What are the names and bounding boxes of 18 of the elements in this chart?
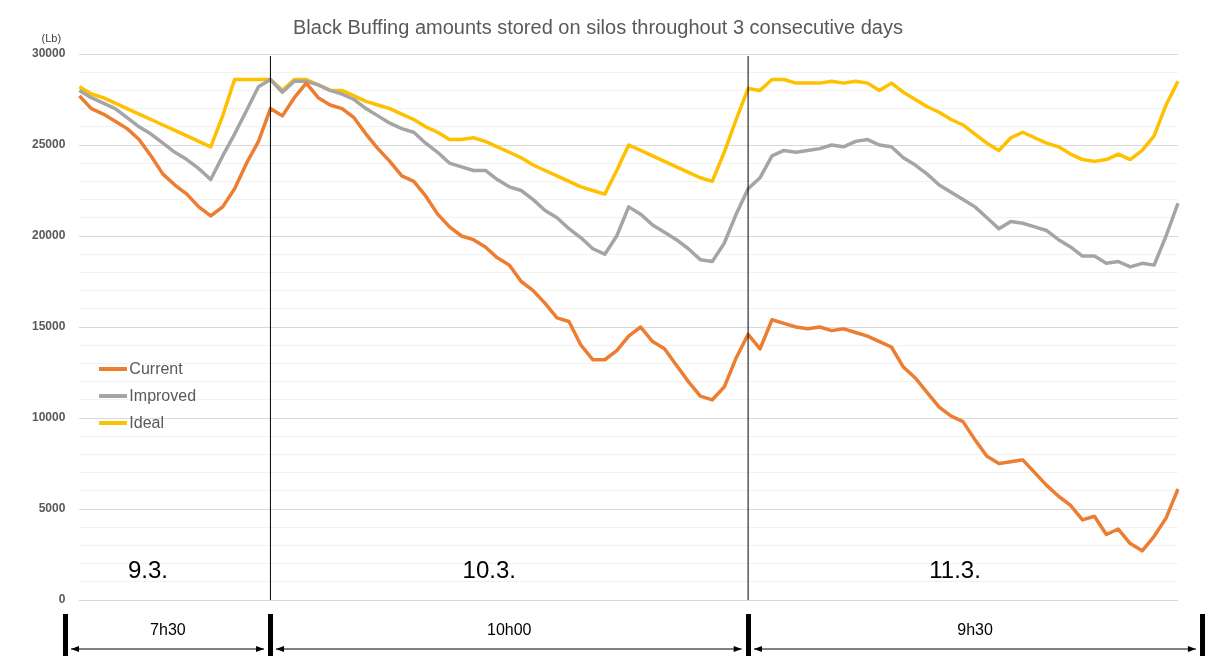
- legend-label: Improved: [129, 386, 197, 405]
- annotation: 11.3.: [929, 556, 981, 583]
- y-tick-label: 15000: [31, 319, 66, 334]
- y-tick-label: 10000: [31, 410, 66, 425]
- text: 9h30: [956, 620, 994, 640]
- y-tick-label: 0: [58, 592, 66, 607]
- y-axis-title: (Lb): [41, 31, 62, 44]
- annotation: 9.3.: [127, 556, 168, 583]
- legend-label: Ideal: [129, 413, 165, 432]
- legend-label: Current: [129, 359, 183, 378]
- chart-title: Black Buffing amounts stored on silos throughout 3 consecutive days: [293, 15, 903, 38]
- y-tick-label: 30000: [31, 46, 66, 61]
- y-tick-label: 25000: [31, 137, 66, 152]
- y-tick-label: 5000: [38, 501, 66, 516]
- text: 10h00: [486, 620, 533, 640]
- text: 7h30: [149, 620, 187, 640]
- annotation: 10.3.: [462, 556, 516, 583]
- y-tick-label: 20000: [31, 228, 66, 243]
